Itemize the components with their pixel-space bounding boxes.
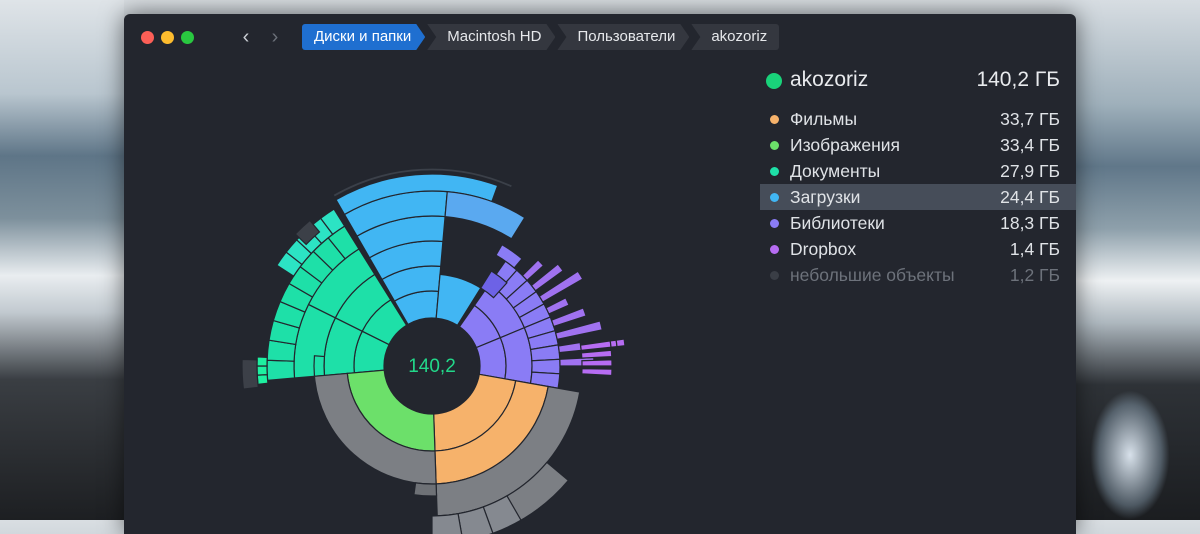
- sunburst-segment-libraries[interactable]: [495, 243, 523, 269]
- legend-item[interactable]: Загрузки 24,4 ГБ: [760, 184, 1076, 210]
- legend-color-dot: [770, 115, 779, 124]
- sunburst-segment-downloads[interactable]: [335, 173, 499, 216]
- legend-item[interactable]: небольшие объекты 1,2 ГБ: [760, 262, 1076, 288]
- root-folder-size: 140,2 ГБ: [976, 68, 1060, 91]
- back-chevron-icon[interactable]: ‹: [242, 26, 250, 48]
- zoom-window-button[interactable]: [181, 31, 194, 44]
- sunburst-segment-small-objects[interactable]: [241, 358, 259, 390]
- breadcrumb: Диски и папки Macintosh HD Пользователи …: [302, 24, 781, 50]
- sunburst-segment-documents[interactable]: [266, 359, 296, 382]
- sunburst-segment-dropbox[interactable]: [580, 349, 613, 359]
- legend-item-label: Библиотеки: [790, 213, 885, 233]
- minimize-window-button[interactable]: [161, 31, 174, 44]
- legend-color-dot: [770, 271, 779, 280]
- desktop-ice-rock: [1090, 390, 1170, 520]
- root-folder-name: akozoriz: [790, 68, 869, 91]
- sunburst-segment-downloads[interactable]: [444, 191, 526, 240]
- breadcrumb-akozoriz[interactable]: akozoriz: [691, 24, 780, 50]
- close-window-button[interactable]: [141, 31, 154, 44]
- legend-item-size: 1,4 ГБ: [1009, 239, 1060, 259]
- sunburst-segment-libraries[interactable]: [557, 341, 582, 354]
- legend-item-size: 27,9 ГБ: [1000, 161, 1060, 181]
- breadcrumb-macintosh-hd[interactable]: Macintosh HD: [427, 24, 555, 50]
- legend-color-dot: [770, 219, 779, 228]
- sunburst-segment-images[interactable]: [413, 482, 438, 497]
- sunburst-segment-documents[interactable]: [256, 365, 268, 376]
- legend-item-size: 33,7 ГБ: [1000, 109, 1060, 129]
- legend-item[interactable]: Документы 27,9 ГБ: [760, 158, 1076, 184]
- legend-item-label: Dropbox: [790, 239, 857, 259]
- breadcrumb-users[interactable]: Пользователи: [557, 24, 689, 50]
- legend-item[interactable]: Библиотеки 18,3 ГБ: [760, 210, 1076, 236]
- legend-item-size: 33,4 ГБ: [1000, 135, 1060, 155]
- sunburst-segment-documents[interactable]: [256, 356, 268, 367]
- sunburst-segment-libraries[interactable]: [521, 259, 545, 282]
- forward-chevron-icon[interactable]: ›: [271, 26, 279, 48]
- sunburst-segment-documents[interactable]: [319, 208, 346, 236]
- desktop-background-left: [0, 0, 124, 520]
- app-window: ‹ › Диски и папки Macintosh HD Пользоват…: [124, 14, 1076, 534]
- sunburst-segments: [241, 167, 626, 534]
- sunburst-segment-libraries[interactable]: [530, 263, 564, 292]
- sunburst-segment-libraries[interactable]: [545, 297, 570, 315]
- sunburst-segment-downloads[interactable]: [332, 167, 514, 198]
- legend-item-size: 24,4 ГБ: [1000, 187, 1060, 207]
- sunburst-segment-libraries[interactable]: [531, 358, 561, 375]
- sunburst-segment-libraries[interactable]: [554, 320, 603, 341]
- legend-root-row[interactable]: akozoriz 140,2 ГБ: [760, 66, 1076, 96]
- legend-item-label: Изображения: [790, 135, 900, 155]
- sunburst-segment-documents[interactable]: [313, 355, 326, 377]
- legend-item[interactable]: Dropbox 1,4 ГБ: [760, 236, 1076, 262]
- sunburst-segment-documents[interactable]: [256, 374, 269, 385]
- legend-list: Фильмы 33,7 ГБ Изображения 33,4 ГБ Документы…: [760, 106, 1076, 288]
- legend-color-dot: [770, 193, 779, 202]
- legend-item-label: Загрузки: [790, 187, 861, 207]
- legend-item[interactable]: Фильмы 33,7 ГБ: [760, 106, 1076, 132]
- sunburst-segment-libraries[interactable]: [538, 270, 584, 303]
- sunburst-segment-dropbox[interactable]: [615, 338, 626, 348]
- legend-item-size: 1,2 ГБ: [1009, 265, 1060, 285]
- sunburst-segment-dropbox[interactable]: [581, 368, 613, 377]
- root-color-dot: [766, 73, 782, 89]
- sunburst-center[interactable]: [386, 320, 478, 412]
- legend-color-dot: [770, 141, 779, 150]
- breadcrumb-disks-and-folders[interactable]: Диски и папки: [302, 24, 425, 50]
- legend-panel: akozoriz 140,2 ГБ Фильмы 33,7 ГБ Изображен…: [760, 66, 1076, 288]
- sunburst-segment-libraries[interactable]: [550, 307, 587, 328]
- sunburst-segment-small-objects[interactable]: [294, 219, 321, 246]
- center-total-label: 140,2: [408, 356, 456, 377]
- legend-item-label: Документы: [790, 161, 881, 181]
- legend-item-label: Фильмы: [790, 109, 858, 129]
- legend-item[interactable]: Изображения 33,4 ГБ: [760, 132, 1076, 158]
- legend-color-dot: [770, 245, 779, 254]
- sunburst-segment-libraries[interactable]: [479, 270, 508, 299]
- legend-item-size: 18,3 ГБ: [1000, 213, 1060, 233]
- sunburst-chart[interactable]: 140,2: [124, 14, 1076, 534]
- sunburst-segment-films[interactable]: [431, 513, 463, 534]
- legend-item-label: небольшие объекты: [790, 265, 955, 285]
- sunburst-segment-dropbox[interactable]: [579, 340, 612, 351]
- legend-color-dot: [770, 167, 779, 176]
- sunburst-chart-area: 140,2: [124, 14, 1076, 534]
- sunburst-segment-dropbox[interactable]: [581, 359, 613, 367]
- sunburst-segment-images[interactable]: [313, 372, 437, 485]
